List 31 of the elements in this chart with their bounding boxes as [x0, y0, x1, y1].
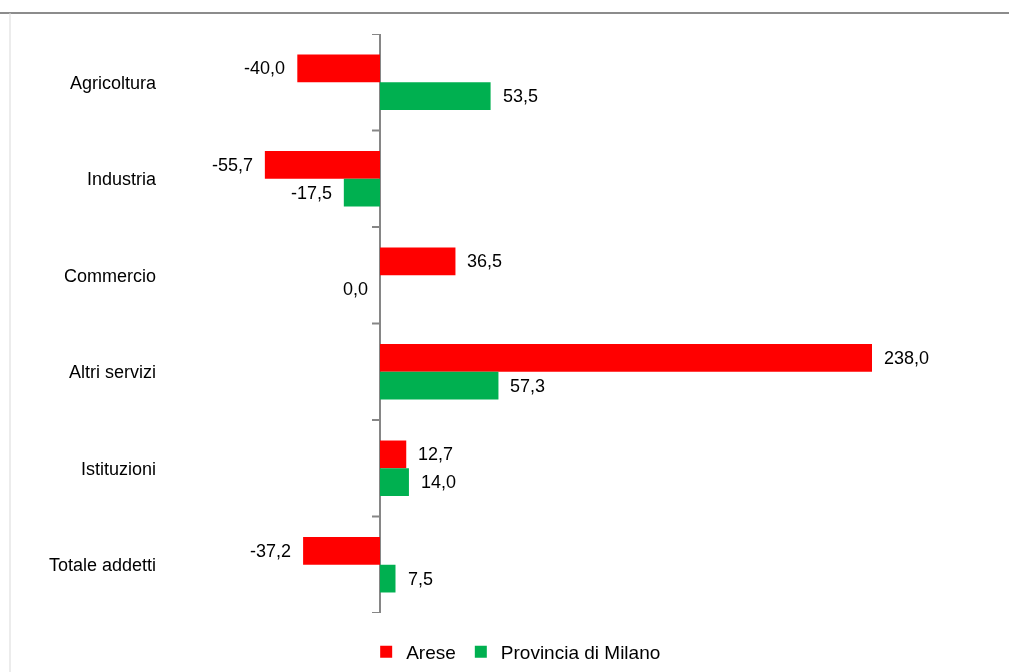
y-tick-label: Commercio	[63, 265, 156, 286]
data-label: 0,0	[343, 279, 369, 299]
y-tick-label: Totale addetti	[48, 555, 156, 576]
y-tick-label: Altri servizi	[68, 362, 156, 383]
bar	[297, 54, 380, 83]
bar	[264, 151, 380, 179]
data-label: 57,3	[510, 376, 546, 396]
data-label: 14,0	[421, 472, 457, 492]
y-tick-label: Istituzioni	[80, 458, 156, 479]
data-label: 12,7	[418, 444, 454, 464]
bar	[303, 537, 380, 565]
legend-label: Arese	[406, 642, 456, 664]
data-label: -40,0	[244, 58, 286, 78]
bar	[380, 82, 491, 110]
bar	[343, 178, 380, 207]
data-label: -37,2	[250, 541, 292, 561]
legend-label: Provincia di Milano	[500, 642, 661, 664]
y-tick-label: Industria	[86, 169, 157, 190]
data-label: -17,5	[291, 183, 333, 203]
bar	[380, 247, 456, 276]
bar	[380, 564, 396, 593]
bar	[380, 344, 872, 372]
data-label: -55,7	[212, 155, 254, 175]
bar	[380, 440, 407, 469]
y-tick-label: Agricoltura	[69, 72, 157, 93]
data-label: 36,5	[467, 251, 503, 271]
data-label: 7,5	[408, 569, 434, 589]
bar	[380, 371, 499, 400]
bar	[380, 468, 409, 496]
data-label: 238,0	[884, 348, 930, 368]
data-label: 53,5	[503, 86, 539, 106]
